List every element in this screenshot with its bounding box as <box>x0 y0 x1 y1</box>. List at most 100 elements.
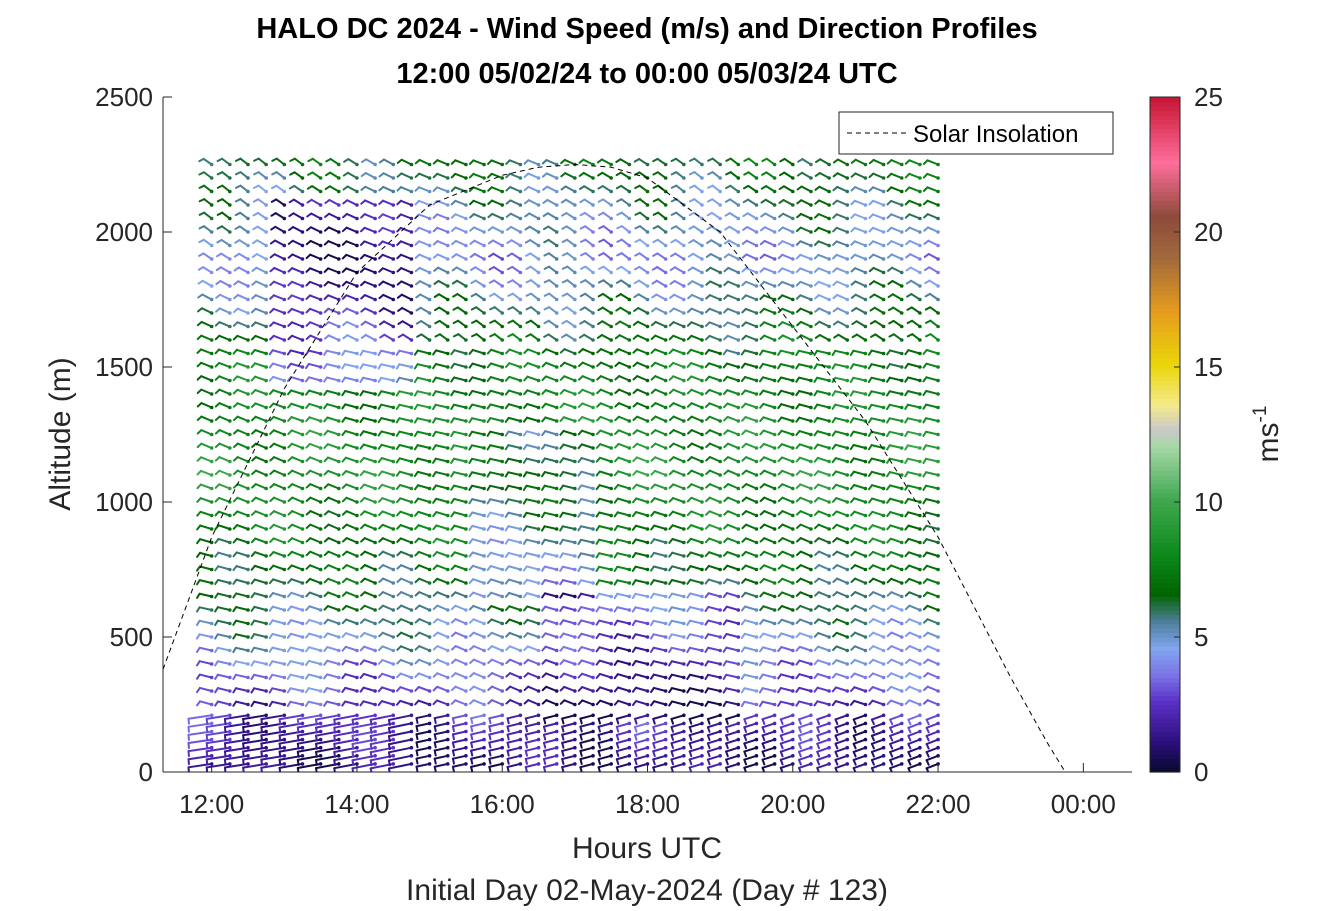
wind-barb-base <box>754 675 759 680</box>
wind-barb-base <box>246 176 250 180</box>
wind-barb-base <box>573 459 577 464</box>
wind-barb-flag <box>795 523 802 530</box>
wind-barb-base <box>427 729 432 734</box>
wind-barb-base <box>264 540 268 545</box>
wind-barb <box>399 645 413 652</box>
wind-barb-base <box>300 594 305 599</box>
wind-barb-flag <box>814 577 820 584</box>
wind-barb <box>363 645 377 652</box>
wind-barb-flag <box>506 741 510 749</box>
wind-barb-base <box>373 648 377 653</box>
wind-barb <box>235 537 249 544</box>
wind-barb <box>387 714 413 721</box>
wind-barb-base <box>318 459 323 464</box>
wind-barb-flag <box>305 267 312 273</box>
wind-barb-base <box>409 203 414 207</box>
wind-barb-flag <box>450 349 456 356</box>
wind-barb-flag <box>432 524 438 531</box>
wind-barb-base <box>282 405 287 410</box>
wind-barb-base <box>464 754 468 758</box>
wind-barb-base <box>682 257 686 261</box>
wind-barb <box>400 564 413 571</box>
wind-barb-flag <box>253 171 260 176</box>
wind-barb <box>381 672 395 679</box>
wind-barb-flag <box>234 157 242 162</box>
wind-barb-base <box>209 284 214 288</box>
wind-barb-flag <box>741 253 748 259</box>
wind-barb-base <box>264 446 268 450</box>
wind-barb-base <box>718 635 722 639</box>
wind-barb-flag <box>325 157 332 163</box>
wind-barb-base <box>536 581 541 585</box>
wind-barb <box>434 444 449 449</box>
wind-barb-flag <box>596 361 602 367</box>
wind-barb-base <box>591 270 595 275</box>
wind-barb <box>562 443 576 449</box>
wind-barb-base <box>536 721 541 726</box>
wind-barb <box>816 376 831 382</box>
wind-barb-base <box>718 486 722 491</box>
wind-barb-base <box>627 648 632 653</box>
wind-barb <box>488 714 504 720</box>
wind-barb-base <box>373 737 377 742</box>
wind-barb <box>598 565 613 571</box>
wind-barb <box>345 280 358 287</box>
wind-barb <box>781 307 794 314</box>
wind-barb <box>616 497 631 503</box>
wind-barb-flag <box>250 334 257 341</box>
wind-barb-flag <box>486 430 492 437</box>
wind-barb-base <box>427 554 432 558</box>
wind-barb-flag <box>233 429 239 435</box>
wind-barb-base <box>682 581 686 585</box>
wind-barb <box>363 267 377 274</box>
wind-barb-base <box>264 662 268 666</box>
wind-barb <box>434 471 449 476</box>
wind-barb-base <box>409 432 414 437</box>
wind-barb-base <box>682 392 686 396</box>
wind-barb <box>217 700 231 706</box>
wind-barb <box>654 442 667 449</box>
wind-barb <box>399 253 413 260</box>
wind-barb-base <box>627 243 632 248</box>
wind-barb-flag <box>323 483 330 489</box>
wind-barb-base <box>264 486 268 491</box>
wind-barb-base <box>627 737 632 742</box>
wind-barb-base <box>772 675 777 680</box>
wind-barb <box>417 537 431 544</box>
wind-barb <box>599 429 613 436</box>
wind-barb-base <box>228 378 232 383</box>
wind-barb <box>817 604 831 611</box>
wind-barb-flag <box>341 443 347 450</box>
wind-barb-base <box>300 351 305 356</box>
wind-barb <box>708 388 722 395</box>
wind-barb-base <box>645 745 650 750</box>
wind-barb-flag <box>223 742 227 750</box>
wind-barb-flag <box>723 523 729 530</box>
wind-barb-flag <box>541 538 546 546</box>
wind-barb-flag <box>396 537 402 543</box>
wind-barb-base <box>645 581 650 585</box>
wind-barb-flag <box>706 239 713 245</box>
wind-barb <box>198 660 213 665</box>
wind-barb <box>400 158 413 166</box>
wind-barb-base <box>336 216 341 221</box>
wind-barb-base <box>809 270 813 275</box>
wind-barb <box>599 388 613 395</box>
wind-barb-base <box>336 324 341 329</box>
wind-barb-base <box>445 486 450 491</box>
wind-barb-base <box>700 745 704 750</box>
wind-barb-base <box>627 635 632 639</box>
wind-barb-flag <box>195 633 201 640</box>
wind-barb-flag <box>686 673 691 681</box>
wind-barb <box>725 746 740 753</box>
wind-barb-flag <box>577 672 583 679</box>
wind-barb <box>508 618 522 625</box>
wind-barb-flag <box>214 592 219 599</box>
wind-barb <box>509 685 522 692</box>
wind-barb-flag <box>369 735 373 742</box>
wind-barb-base <box>318 721 323 726</box>
wind-barb-base <box>700 500 704 504</box>
wind-barb <box>451 738 467 744</box>
wind-barb <box>489 430 504 436</box>
wind-barb-base <box>373 702 377 707</box>
